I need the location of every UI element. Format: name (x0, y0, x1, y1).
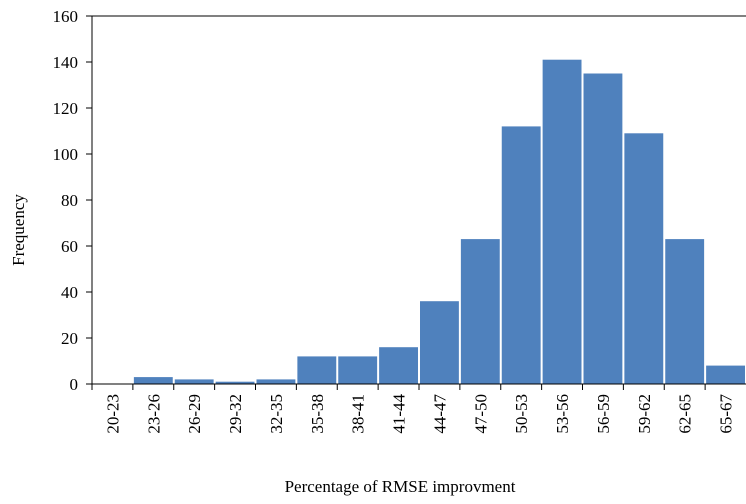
x-tick-label: 41-44 (390, 394, 409, 434)
x-tick-label: 62-65 (676, 394, 695, 434)
bar (460, 239, 500, 384)
bar (706, 365, 745, 384)
x-tick-label: 29-32 (226, 394, 245, 434)
x-tick-label: 32-35 (267, 394, 286, 434)
x-tick-label: 23-26 (144, 394, 163, 434)
x-tick-label: 35-38 (308, 394, 327, 434)
y-tick-label: 40 (61, 283, 78, 302)
bar (174, 379, 214, 384)
x-tick-label: 65-67 (717, 394, 736, 434)
y-tick-label: 20 (61, 329, 78, 348)
y-axis-title: Frequency (9, 194, 28, 266)
bar (379, 347, 418, 384)
y-tick-label: 100 (53, 145, 79, 164)
bar (542, 59, 582, 384)
x-tick-label: 56-59 (594, 394, 613, 434)
bar (665, 239, 705, 384)
x-tick-label: 47-50 (471, 394, 490, 434)
x-axis-title: Percentage of RMSE improvment (285, 477, 516, 496)
bar (583, 73, 623, 384)
bar (133, 377, 173, 384)
bar (256, 379, 296, 384)
y-tick-label: 140 (53, 53, 79, 72)
y-tick-label: 160 (53, 7, 79, 26)
x-tick-label: 26-29 (185, 394, 204, 434)
bar (420, 301, 459, 384)
bar (297, 356, 337, 384)
x-tick-label: 20-23 (103, 394, 122, 434)
y-tick-label: 80 (61, 191, 78, 210)
bar (624, 133, 664, 384)
x-tick-label: 38-41 (349, 394, 368, 434)
x-tick-label: 44-47 (430, 394, 449, 434)
y-tick-label: 0 (70, 375, 79, 394)
x-tick-label: 59-62 (635, 394, 654, 434)
bar (338, 356, 378, 384)
x-tick-label: 53-56 (553, 394, 572, 434)
y-tick-label: 120 (53, 99, 79, 118)
x-tick-label: 50-53 (512, 394, 531, 434)
bar (501, 126, 541, 385)
bar (215, 381, 255, 384)
y-tick-label: 60 (61, 237, 78, 256)
